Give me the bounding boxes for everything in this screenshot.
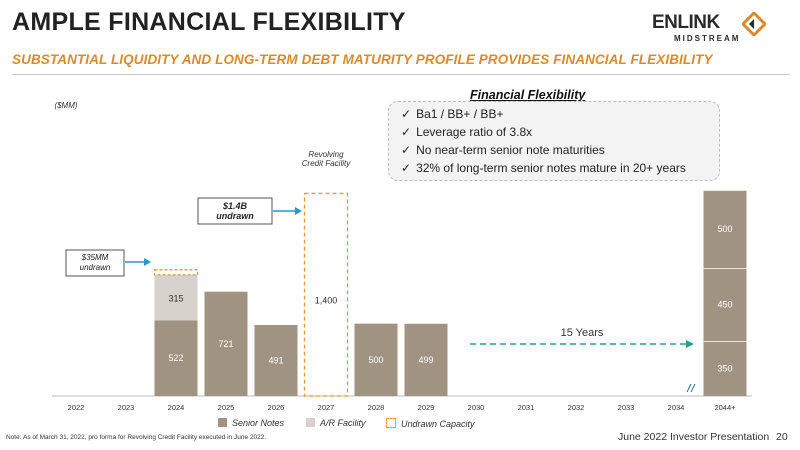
flexibility-item: ✓ Ba1 / BB+ / BB+ [401, 107, 504, 121]
bar-value-label: 450 [717, 300, 732, 310]
callout-text: undrawn [80, 263, 111, 272]
x-tick-label: 2029 [418, 403, 435, 412]
check-icon: ✓ [401, 125, 412, 139]
page-number: 20 [776, 431, 788, 443]
enlink-logo: ENLINK MIDSTREAM [652, 10, 772, 46]
bar-value-label: 315 [168, 294, 183, 304]
years-label: 15 Years [561, 327, 604, 339]
x-tick-label: 2023 [118, 403, 135, 412]
bar-senior-notes [254, 324, 298, 396]
revolver-label: Credit Facility [302, 159, 351, 168]
bar-senior-notes [154, 320, 198, 396]
legend-senior-notes: Senior Notes [218, 418, 284, 430]
arrow-head-icon [144, 258, 151, 266]
callout-text: $1.4B [222, 201, 248, 211]
presentation-label: June 2022 Investor Presentation [618, 431, 770, 443]
callout-box-35mm [65, 249, 125, 277]
legend-swatch [386, 418, 396, 428]
x-tick-label: 2026 [268, 403, 285, 412]
x-tick-label: 2028 [368, 403, 385, 412]
page-title: AMPLE FINANCIAL FLEXIBILITY [12, 8, 406, 36]
bar-value-label: 491 [268, 355, 283, 365]
axis-break-mark [690, 383, 696, 393]
bar-senior-notes [703, 190, 747, 268]
bar-value-label: 499 [418, 355, 433, 365]
bar-undrawn-capacity [303, 192, 349, 397]
bar-senior-notes [703, 341, 747, 396]
revolver-label: Revolving [308, 150, 344, 159]
x-tick-label: 2025 [218, 403, 235, 412]
bar-senior-notes [404, 323, 448, 396]
flexibility-item: ✓ Leverage ratio of 3.8x [401, 125, 533, 139]
debt-maturity-chart: ($MM) 2022 2023 2024 522 315 2025 721 2026 491 202… [52, 101, 752, 412]
axis-break-mark [686, 383, 692, 393]
bar-senior-notes [703, 268, 747, 341]
x-tick-label: 2033 [618, 403, 635, 412]
x-tick-label: 2022 [68, 403, 85, 412]
x-tick-label: 2030 [468, 403, 485, 412]
x-tick-label: 2031 [518, 403, 535, 412]
check-icon: ✓ [401, 143, 412, 157]
x-tick-label: 2034 [668, 403, 685, 412]
x-tick-label: 2044+ [714, 403, 736, 412]
header-divider [12, 74, 790, 75]
legend-swatch [218, 418, 227, 427]
bar-value-label: 350 [717, 364, 732, 374]
flexibility-title: Financial Flexibility [470, 88, 586, 102]
footnote: Note: As of March 31, 2022, pro forma fo… [6, 434, 267, 441]
unit-label: ($MM) [54, 101, 77, 110]
arrow-head-icon [295, 207, 302, 215]
legend-swatch [306, 418, 315, 427]
bar-ar-facility [154, 274, 198, 321]
check-icon: ✓ [401, 107, 412, 121]
bar-value-label: 1,400 [315, 295, 338, 305]
x-tick-label: 2024 [168, 403, 185, 412]
logo-text: ENLINK [652, 12, 720, 33]
bar-value-label: 721 [218, 339, 233, 349]
x-tick-label: 2032 [568, 403, 585, 412]
check-icon: ✓ [401, 161, 412, 175]
legend-ar-facility: A/R Facility [306, 418, 366, 430]
callout-text: $35MM [81, 253, 109, 262]
bar-senior-notes [204, 291, 248, 396]
flexibility-item: ✓ No near-term senior note maturities [401, 143, 605, 157]
legend-undrawn: Undrawn Capacity [386, 418, 475, 430]
callout-text: undrawn [216, 211, 254, 221]
bar-undrawn-capacity [153, 269, 199, 276]
flexibility-box: ✓ Ba1 / BB+ / BB+ ✓ Leverage ratio of 3.8x… [388, 101, 720, 181]
bar-value-label: 522 [168, 353, 183, 363]
enlink-mark-icon [742, 12, 766, 36]
flexibility-item: ✓ 32% of long-term senior notes mature in… [401, 161, 686, 175]
bar-value-label: 500 [717, 224, 732, 234]
page-subtitle: SUBSTANTIAL LIQUIDITY AND LONG-TERM DEBT… [12, 52, 713, 67]
bar-value-label: 500 [368, 355, 383, 365]
years-arrow-head-icon [686, 340, 694, 348]
logo-subtext: MIDSTREAM [674, 34, 741, 43]
x-tick-label: 2027 [318, 403, 335, 412]
callout-box-1-4b [197, 197, 273, 225]
bar-senior-notes [354, 323, 398, 396]
